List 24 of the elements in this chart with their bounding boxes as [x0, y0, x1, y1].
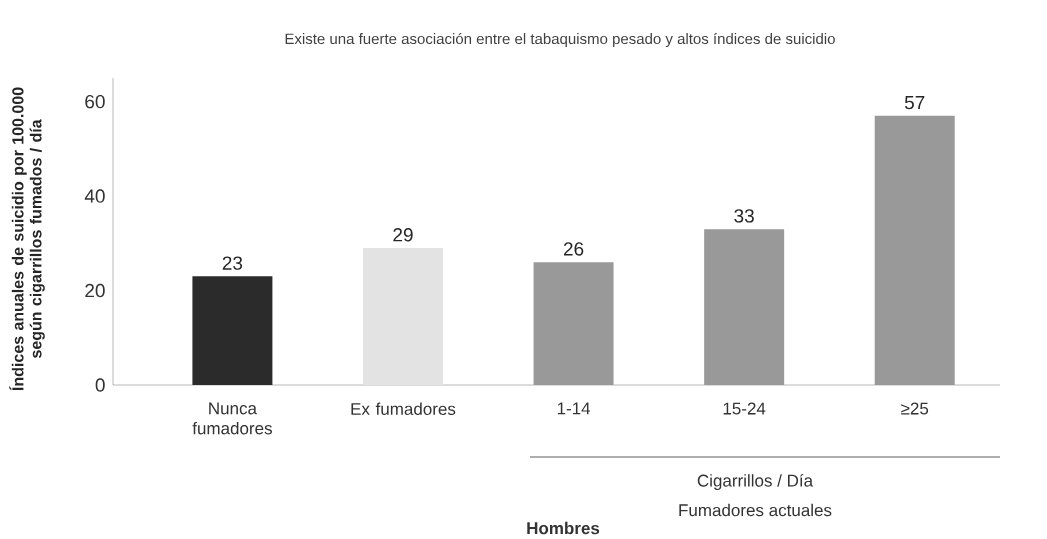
bar: [874, 115, 955, 385]
bar: [704, 229, 785, 385]
y-tick-label: 40: [84, 189, 105, 203]
x-tick-label: 1-14: [557, 402, 591, 415]
x-tick-label: Ex fumadores: [351, 402, 456, 416]
chart-title: Existe una fuerte asociación entre el tabaquismo pesado y altos índices de suicidio: [285, 32, 835, 48]
x-tick-label: 15-24: [723, 402, 766, 415]
text: Hombres: [527, 521, 600, 535]
y-tick-label: 0: [95, 378, 105, 392]
data-label: 33: [734, 209, 754, 223]
y-tick-label: 60: [85, 94, 105, 109]
bar: [533, 262, 614, 385]
text: Fumadores actuales: [679, 503, 832, 517]
x-tick-label: Nunca fumadores: [192, 402, 272, 435]
y-axis-title: Índices anuales de suicidio por 100.000 según cigarrillos fumados / día: [9, 87, 45, 391]
y-tick-label: 20: [85, 283, 105, 298]
data-label: 57: [904, 96, 925, 110]
data-label: 23: [222, 256, 243, 270]
bar: [362, 248, 443, 385]
data-label: 29: [393, 228, 413, 242]
data-label: 26: [563, 242, 584, 256]
text: Cigarrillos / Día: [697, 473, 814, 491]
x-tick-label: ≥25: [901, 402, 929, 415]
bar: [192, 276, 273, 385]
